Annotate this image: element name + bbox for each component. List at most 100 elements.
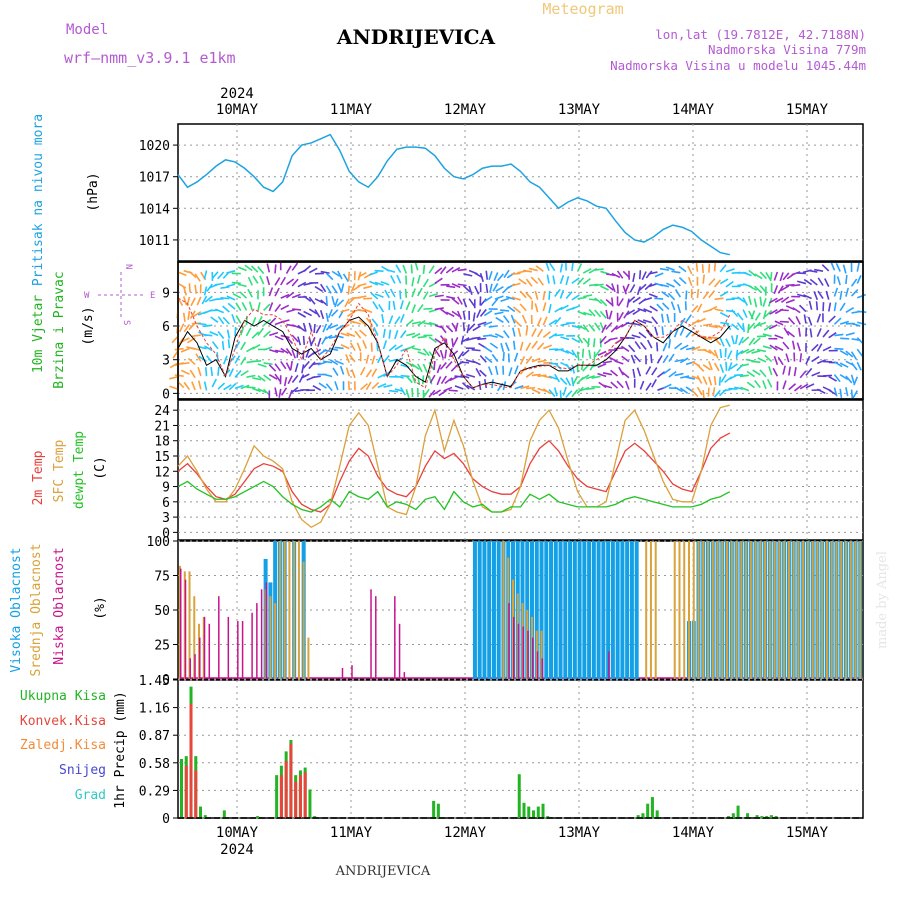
wind-arrow	[657, 342, 658, 351]
precip-bar-0	[432, 801, 435, 818]
ytick-label-precip: 0	[162, 812, 170, 827]
compass-south: S	[121, 320, 131, 325]
cloud-bar-2	[256, 603, 258, 679]
wind-arrow	[314, 324, 315, 333]
wind-arrow	[846, 275, 847, 284]
ytick-label-wind: 0	[162, 387, 170, 402]
cloud-bar-1	[303, 562, 305, 679]
wind-arrow	[218, 367, 219, 376]
pressure-axis-title: Pritisak na nivou mora	[31, 114, 46, 286]
top-day-label: 15MAY	[786, 102, 829, 118]
precip-axis-title: 1hr Precip (mm)	[113, 691, 128, 808]
cloud-axis-title-low: Niska Oblacnost	[52, 547, 67, 664]
cloud-bar-1	[835, 541, 837, 679]
cloud-bar-0	[587, 541, 591, 679]
ytick-label-pressure: 1017	[139, 171, 170, 186]
cloud-bar-2	[209, 624, 211, 679]
cloud-bar-1	[502, 541, 504, 679]
wind-arrow	[434, 361, 435, 370]
ytick-label-temp: 15	[154, 450, 170, 465]
cloud-bar-0	[559, 541, 563, 679]
top-day-label: 14MAY	[672, 102, 715, 118]
year-label-top: 2024	[220, 86, 254, 102]
wind-arrow	[549, 291, 550, 300]
ytick-label-pressure: 1014	[139, 202, 170, 217]
cloud-bar-1	[854, 541, 856, 679]
cloud-bar-2	[228, 617, 230, 679]
cloud-bar-0	[635, 541, 639, 679]
cloud-bar-0	[497, 541, 501, 679]
wind-arrow	[709, 264, 710, 273]
wind-arrow	[726, 362, 727, 371]
ytick-label-precip: 0.29	[139, 784, 170, 799]
cloud-bar-1	[721, 541, 723, 679]
wind-arrow	[715, 262, 716, 271]
wind-arrow	[175, 349, 184, 350]
cloud-bar-1	[707, 541, 709, 679]
watermark: made by Angel	[875, 551, 890, 649]
wind-arrow	[304, 336, 305, 345]
cloud-bar-1	[683, 541, 685, 679]
wind-arrow	[725, 348, 726, 357]
wind-arrow	[512, 273, 521, 274]
cloud-bar-1	[769, 541, 771, 679]
legend-total-rain: Ukupna Kisa	[20, 689, 106, 704]
cloud-bar-2	[404, 672, 406, 679]
footer-station: ANDRIJEVICA	[335, 864, 431, 879]
legend-graupel: Grad	[75, 788, 106, 803]
wind-arrow	[526, 388, 535, 389]
precip-bar-0	[537, 807, 540, 818]
cloud-bar-1	[288, 541, 290, 679]
wind-arrow	[740, 375, 749, 376]
cloud-bar-1	[674, 541, 676, 679]
wind-arrow	[817, 301, 818, 310]
wind-arrow	[614, 348, 623, 349]
ytick-label-cloud: 75	[154, 570, 170, 585]
wind-arrow	[486, 271, 487, 280]
bottom-day-label: 10MAY	[216, 825, 259, 841]
pressure-axis-unit: (hPa)	[86, 172, 101, 211]
cloud-bar-0	[482, 541, 486, 679]
cloud-bar-1	[298, 541, 300, 679]
compass-north: N	[123, 264, 133, 269]
cloud-bar-1	[750, 541, 752, 679]
precip-bar-0	[532, 810, 535, 818]
wind-arrow	[323, 350, 332, 351]
ytick-label-pressure: 1011	[139, 234, 170, 249]
cloud-bar-1	[645, 541, 647, 679]
precip-bar-0	[223, 810, 226, 818]
cloud-bar-1	[731, 541, 733, 679]
ytick-label-cloud: 100	[147, 535, 170, 550]
model-altitude-label: Nadmorska Visina u modelu 1045.44m	[610, 58, 866, 73]
wind-arrow	[594, 338, 595, 347]
precip-bar-0	[656, 810, 659, 818]
cloud-bar-0	[478, 541, 482, 679]
cloud-bar-2	[542, 658, 544, 679]
wind-arrow	[423, 265, 424, 274]
cloud-bar-1	[655, 541, 657, 679]
cloud-bar-0	[630, 541, 634, 679]
cloud-bar-1	[745, 541, 747, 679]
page-title: ANDRIJEVICA	[336, 25, 496, 49]
cloud-bar-0	[616, 541, 620, 679]
wind-arrow	[662, 326, 663, 335]
cloud-bar-1	[845, 541, 847, 679]
wind-arrow	[852, 390, 853, 399]
wind-arrow	[389, 391, 398, 392]
cloud-axis-title-high: Visoka Oblacnost	[9, 547, 24, 672]
cloud-bar-2	[523, 627, 525, 679]
ytick-label-wind: 9	[162, 286, 170, 301]
wind-arrow	[715, 298, 724, 299]
cloud-bar-1	[279, 541, 281, 679]
precip-bar-1	[280, 775, 283, 818]
cloud-bar-2	[251, 613, 253, 679]
wind-arrow	[206, 367, 207, 376]
wind-arrow	[743, 323, 744, 332]
wind-arrow	[460, 362, 469, 363]
cloud-bar-0	[573, 541, 577, 679]
wind-arrow	[472, 350, 481, 351]
wind-arrow	[335, 347, 344, 348]
wind-arrow	[449, 390, 458, 391]
wind-arrow	[463, 322, 464, 331]
compass-west: W	[84, 291, 90, 301]
